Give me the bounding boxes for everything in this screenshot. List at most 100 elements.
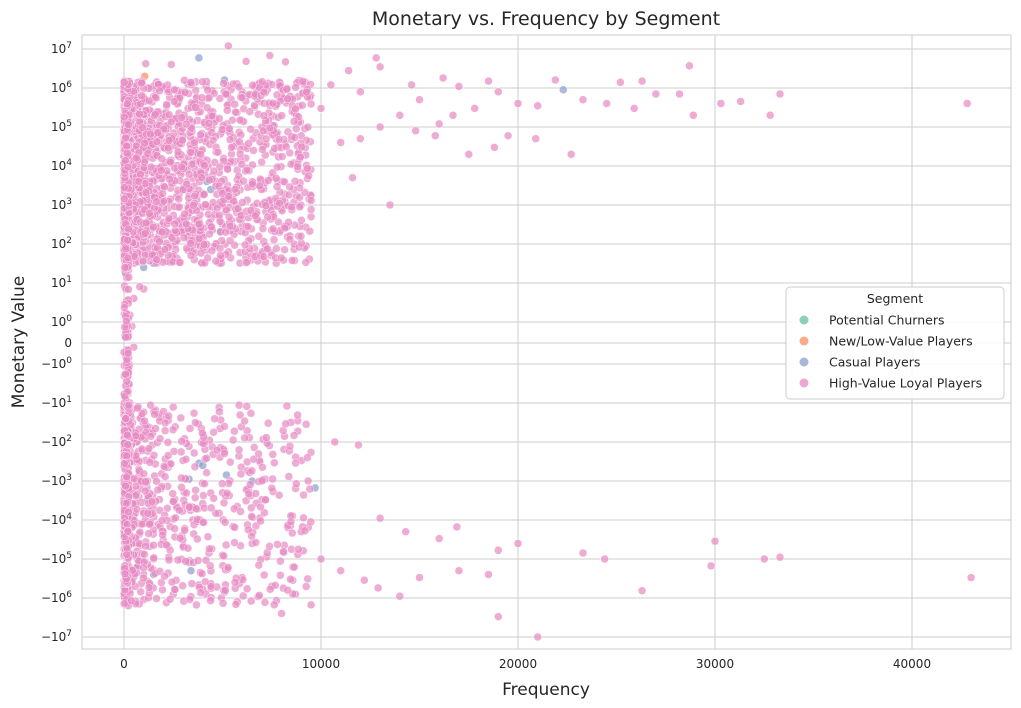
cloud-point: [301, 420, 311, 429]
point-s4-104: [415, 573, 424, 582]
cloud-point: [177, 437, 186, 446]
cloud-point: [141, 188, 151, 197]
cloud-point: [220, 518, 230, 527]
cloud-point: [141, 218, 151, 228]
cloud-point: [178, 581, 187, 590]
cloud-point: [176, 413, 186, 423]
point-s4-97: [775, 552, 785, 562]
cloud-point: [141, 541, 150, 551]
legend-box: [785, 286, 1005, 400]
cloud-point: [270, 458, 279, 467]
cloud-point: [141, 229, 150, 238]
y-tick-label-14: −105: [41, 551, 72, 566]
point-s4-13: [454, 82, 464, 91]
cloud-point: [139, 563, 148, 572]
cloud-point: [155, 237, 164, 246]
cloud-point: [207, 222, 216, 232]
legend-marker-4: [799, 378, 809, 388]
legend-marker-2: [799, 336, 809, 346]
cloud-point: [236, 469, 246, 479]
cloud-point: [220, 449, 229, 458]
y-tick-label-9: −100: [41, 356, 72, 371]
cloud-point: [196, 149, 205, 159]
cloud-point: [123, 253, 133, 263]
cloud-point: [283, 94, 292, 104]
point-s4-61: [395, 111, 405, 120]
cloud-point: [151, 424, 160, 433]
cloud-point: [144, 96, 154, 106]
cloud-point: [279, 547, 288, 556]
cloud-point: [120, 569, 130, 579]
cloud-point: [185, 424, 195, 433]
cloud-point: [151, 109, 160, 119]
cloud-point: [185, 595, 195, 604]
cloud-point: [146, 162, 156, 172]
cloud-point: [200, 577, 210, 586]
cloud-point: [223, 563, 233, 572]
cloud-point: [231, 600, 241, 609]
cloud-point: [299, 513, 308, 522]
cloud-point: [235, 410, 245, 420]
cloud-point: [276, 571, 285, 580]
cloud-point: [145, 209, 154, 218]
cloud-point: [189, 448, 199, 458]
cloud-point: [177, 483, 186, 492]
cloud-point: [258, 224, 268, 233]
cloud-point: [262, 433, 271, 442]
cloud-point: [147, 497, 157, 506]
point-s4-88: [484, 570, 493, 579]
cloud-point: [169, 497, 178, 506]
point-s4-98: [966, 573, 976, 582]
cloud-point: [144, 444, 154, 453]
cloud-point: [225, 135, 235, 144]
cloud-point: [165, 174, 174, 184]
cloud-point: [230, 523, 239, 532]
cloud-point: [138, 256, 148, 266]
cloud-point: [169, 402, 178, 412]
cloud-point: [214, 210, 224, 220]
cloud-point: [230, 538, 239, 547]
cloud-point: [219, 79, 228, 88]
point-s4-17: [533, 101, 542, 111]
cloud-point: [282, 84, 291, 94]
cloud-point: [146, 432, 156, 441]
cloud-point: [268, 474, 277, 484]
point-s4-3: [241, 57, 251, 66]
cloud-point: [247, 532, 256, 541]
point-s4-27: [685, 61, 694, 71]
cloud-point: [280, 245, 289, 254]
cloud-point: [146, 129, 155, 139]
point-s4-34: [348, 173, 357, 182]
cloud-point: [230, 427, 239, 436]
cloud-point: [121, 499, 131, 508]
cloud-point: [247, 503, 256, 513]
cloud-point: [259, 87, 268, 97]
legend-label-2: New/Low-Value Players: [829, 334, 973, 349]
cloud-point: [181, 219, 191, 229]
cloud-point: [215, 94, 225, 103]
cloud-point: [177, 473, 186, 483]
point-s4-2: [224, 41, 233, 51]
cloud-point: [236, 211, 246, 220]
cloud-point: [230, 185, 240, 194]
cloud-point: [274, 217, 283, 227]
cloud-point: [143, 509, 153, 518]
cloud-point: [160, 418, 170, 428]
point-s4-72: [434, 119, 444, 129]
cloud-point: [297, 216, 306, 225]
cloud-point: [234, 401, 244, 410]
cloud-point: [298, 77, 307, 86]
point-s4-23: [629, 104, 639, 113]
cloud-point: [160, 426, 170, 435]
x-tick-label-4: 40000: [893, 657, 931, 671]
point-s4-92: [600, 554, 609, 564]
cloud-point: [190, 493, 200, 502]
cloud-point: [180, 526, 189, 535]
point-s4-31: [765, 111, 775, 120]
cloud-point: [278, 152, 287, 161]
cloud-point: [303, 164, 312, 173]
cloud-point: [202, 103, 212, 112]
cloud-point: [189, 409, 199, 418]
cloud-point: [265, 542, 274, 551]
cloud-point: [215, 407, 224, 416]
